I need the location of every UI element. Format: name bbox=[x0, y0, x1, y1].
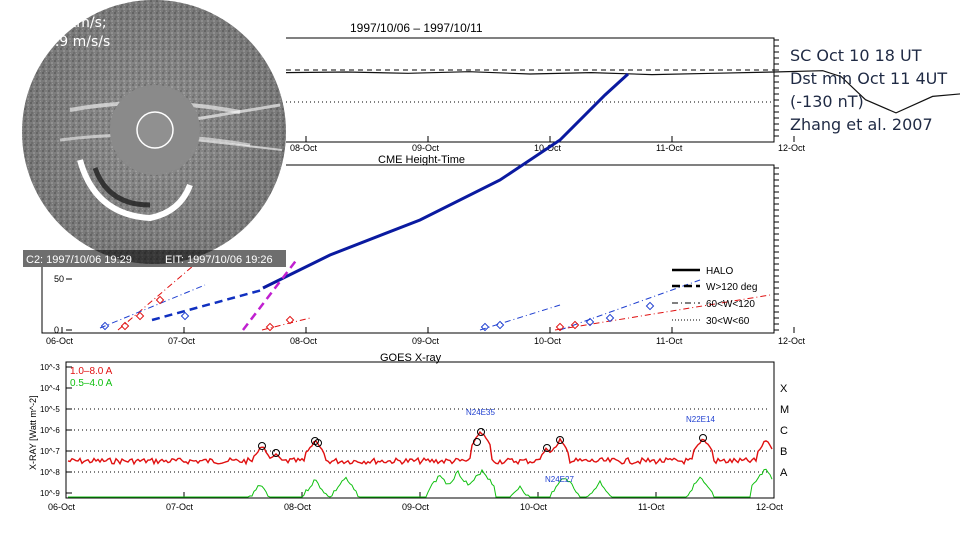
goes-ylabel: X-RAY [Watt m^-2] bbox=[28, 395, 38, 470]
image-overlay-text: 293 km/s; 15.9 m/s/s bbox=[37, 14, 110, 52]
goes-ytick-label: 10^-5 bbox=[40, 405, 60, 414]
flare-label-n24e27: N24E27 bbox=[545, 475, 574, 484]
legend-w30: 30<W<60 bbox=[706, 316, 750, 327]
annotation-note: SC Oct 10 18 UT Dst min Oct 11 4UT (-130… bbox=[790, 44, 955, 136]
goes-class-label: C bbox=[780, 425, 788, 437]
red-series-line-2 bbox=[261, 317, 311, 331]
goes-ytick-label: 10^-8 bbox=[40, 468, 60, 477]
goes-ytick-label: 10^-3 bbox=[40, 363, 60, 372]
goes-ytick-label: 10^-9 bbox=[40, 489, 60, 498]
magenta-series-line bbox=[242, 257, 299, 331]
cme-legend: HALO W>120 deg 60<W<120 30<W<60 bbox=[672, 266, 757, 327]
dst-xtick-label: 08-Oct bbox=[290, 143, 318, 153]
goes-ytick-label: 10^-7 bbox=[40, 447, 60, 456]
blue-series-line-1 bbox=[99, 284, 206, 329]
blue-series-line-3 bbox=[559, 279, 701, 331]
cme-marker bbox=[585, 317, 595, 327]
goes-xtick-label: 08-Oct bbox=[284, 502, 312, 512]
note-line-2: Dst min Oct 11 4UT bbox=[790, 69, 948, 88]
cme-marker bbox=[155, 295, 165, 305]
cme-marker bbox=[480, 322, 490, 332]
goes-long-series-line bbox=[67, 430, 773, 466]
goes-short-series-line bbox=[68, 468, 773, 498]
note-line-3: (-130 nT) bbox=[790, 92, 864, 111]
goes-class-label: X bbox=[780, 383, 788, 395]
dst-xtick-label: 11-Oct bbox=[656, 143, 683, 153]
c2-label: C2: 1997/10/06 19:29 bbox=[26, 254, 132, 266]
cme-acceleration: 15.9 m/s/s bbox=[37, 34, 111, 50]
w120-series-line bbox=[151, 288, 263, 322]
flare-marker bbox=[543, 444, 551, 452]
blue-series-line-2 bbox=[479, 304, 561, 331]
flare-marker bbox=[258, 442, 266, 450]
cme-xtick-label: 07-Oct bbox=[168, 336, 196, 346]
flare-marker bbox=[314, 439, 322, 447]
cme-ytick-label: 0 bbox=[54, 325, 59, 335]
cme-xtick-label: 09-Oct bbox=[412, 336, 440, 346]
cme-ytick-label: 50 bbox=[54, 274, 64, 284]
cme-marker bbox=[100, 321, 110, 331]
cme-xtick-label: 06-Oct bbox=[46, 336, 74, 346]
goes-ytick-label: 10^-6 bbox=[40, 426, 60, 435]
goes-xtick-label: 06-Oct bbox=[48, 502, 76, 512]
dst-panel: 1997/10/06 – 1997/10/11 08-Oct 09-Oct 10-O… bbox=[239, 21, 960, 153]
cme-xtick-label: 08-Oct bbox=[290, 336, 318, 346]
goes-title: GOES X-ray bbox=[380, 352, 442, 364]
cme-marker bbox=[645, 301, 655, 311]
legend-w120: W>120 deg bbox=[706, 282, 757, 293]
cme-marker bbox=[180, 311, 190, 321]
eit-label: EIT: 1997/10/06 19:26 bbox=[165, 254, 273, 266]
flare-marker bbox=[473, 438, 481, 446]
flare-label-n22e14: N22E14 bbox=[686, 415, 715, 424]
date-range: 1997/10/06 – 1997/10/11 bbox=[350, 21, 483, 35]
goes-panel: GOES X-ray X-RAY [Watt m^-2] 10^-3 10^-4 1… bbox=[28, 352, 789, 512]
flare-marker bbox=[556, 436, 564, 444]
legend-w60: 60<W<120 bbox=[706, 299, 755, 310]
legend-halo: HALO bbox=[706, 266, 733, 277]
red-series-line-3 bbox=[554, 294, 771, 331]
note-line-4: Zhang et al. 2007 bbox=[790, 115, 933, 134]
cme-title: CME Height-Time bbox=[378, 154, 465, 166]
note-line-1: SC Oct 10 18 UT bbox=[790, 46, 922, 65]
goes-ytick-label: 10^-4 bbox=[40, 384, 60, 393]
cme-marker bbox=[120, 321, 130, 331]
cme-xtick-label: 11-Oct bbox=[656, 336, 683, 346]
cme-marker bbox=[570, 320, 580, 330]
dst-xtick-label: 09-Oct bbox=[412, 143, 440, 153]
cme-xtick-label: 10-Oct bbox=[534, 336, 562, 346]
goes-xtick-label: 07-Oct bbox=[166, 502, 194, 512]
goes-legend-long: 1.0–8.0 A bbox=[70, 366, 113, 377]
cme-marker bbox=[135, 311, 145, 321]
goes-legend-short: 0.5–4.0 A bbox=[70, 378, 113, 389]
dst-xtick-label: 12-Oct bbox=[778, 143, 806, 153]
flare-marker bbox=[272, 449, 280, 457]
halo-series-line bbox=[262, 72, 630, 290]
goes-class-label: B bbox=[780, 446, 787, 458]
goes-xtick-label: 11-Oct bbox=[638, 502, 665, 512]
cme-loop bbox=[77, 159, 193, 222]
cme-marker bbox=[265, 322, 275, 332]
goes-xtick-label: 10-Oct bbox=[520, 502, 548, 512]
cme-marker bbox=[605, 313, 615, 323]
flare-label-n24e35: N24E35 bbox=[466, 408, 495, 417]
flare-marker bbox=[477, 428, 485, 436]
goes-class-label: M bbox=[780, 404, 789, 416]
dst-series-line bbox=[285, 70, 960, 114]
flare-marker bbox=[699, 434, 707, 442]
cme-xtick-label: 12-Oct bbox=[778, 336, 806, 346]
cme-speed: 293 km/s; bbox=[37, 15, 107, 31]
coronagraph-image: C2: 1997/10/06 19:29 EIT: 1997/10/06 19:… bbox=[22, 0, 286, 267]
sun-disk bbox=[136, 111, 174, 149]
red-series-line-1 bbox=[117, 259, 201, 331]
cme-marker bbox=[285, 315, 295, 325]
goes-class-label: A bbox=[780, 467, 788, 479]
cme-marker bbox=[555, 322, 565, 332]
goes-xtick-label: 09-Oct bbox=[402, 502, 430, 512]
goes-xtick-label: 12-Oct bbox=[756, 502, 784, 512]
cme-panel: CME Height-Time 0 50 06-Oct 07-Oct 08-Oct 09… bbox=[41, 72, 806, 346]
cme-marker bbox=[495, 320, 505, 330]
